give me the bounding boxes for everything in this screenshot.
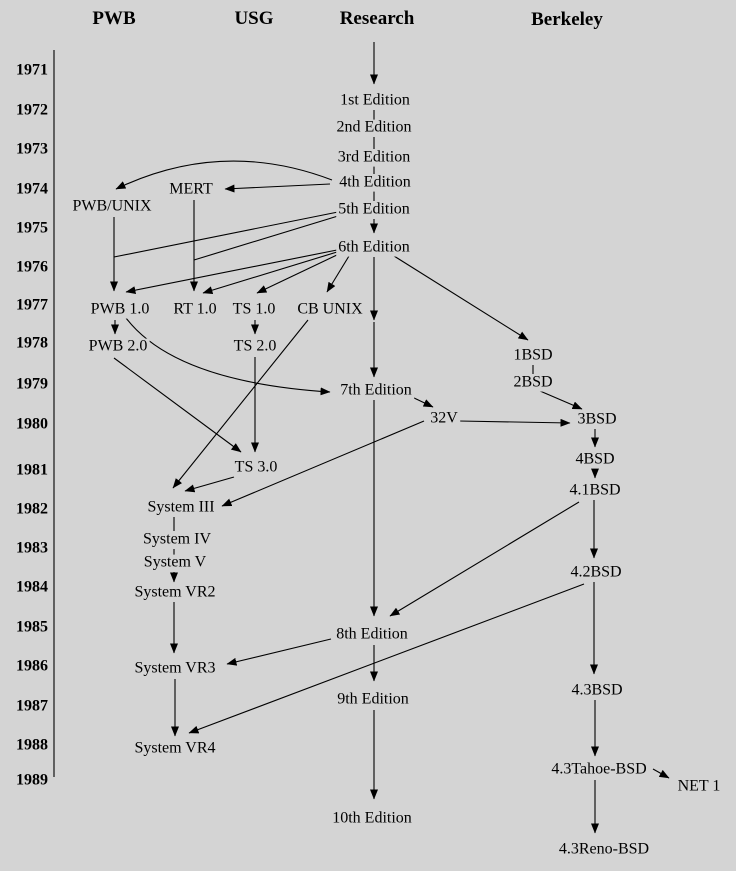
node-5th-edition: 5th Edition bbox=[336, 200, 412, 219]
year-1987: 1987 bbox=[6, 698, 48, 716]
node-10th-edition: 10th Edition bbox=[330, 809, 414, 828]
year-1988: 1988 bbox=[6, 737, 48, 755]
edge-8th-edition-to-system-vr3 bbox=[226, 638, 332, 666]
year-1978: 1978 bbox=[6, 335, 48, 353]
node-system-iv: System IV bbox=[141, 530, 213, 549]
node-4-3tahoe-bsd: 4.3Tahoe-BSD bbox=[549, 760, 649, 779]
edge-group bbox=[53, 42, 670, 834]
node-4-3reno-bsd: 4.3Reno-BSD bbox=[556, 840, 652, 859]
edge-6th-edition-to-ts-1-0 bbox=[256, 253, 340, 294]
year-1974: 1974 bbox=[6, 181, 48, 199]
year-1982: 1982 bbox=[6, 501, 48, 519]
edge-5th-edition-to-mert-line bbox=[193, 215, 339, 261]
year-1973: 1973 bbox=[6, 141, 48, 159]
node-4-1bsd: 4.1BSD bbox=[567, 481, 623, 500]
node-8th-edition: 8th Edition bbox=[334, 625, 410, 644]
node-system-v: System V bbox=[141, 553, 209, 572]
column-header-pwb: PWB bbox=[89, 9, 139, 29]
edge-6th-edition-to-cb-unix bbox=[326, 255, 350, 293]
node-system-vr4: System VR4 bbox=[132, 739, 218, 758]
node-system-vr3: System VR3 bbox=[132, 659, 218, 678]
edge-cb-unix-to-system-iii bbox=[172, 319, 309, 489]
edge-4th-edition-to-pwb-unix bbox=[115, 160, 333, 190]
column-header-research: Research bbox=[336, 9, 418, 29]
node-pwb-unix: PWB/UNIX bbox=[70, 197, 154, 216]
node-system-vr2: System VR2 bbox=[132, 583, 218, 602]
edge-5th-edition-to-pwb-unix-line bbox=[113, 211, 339, 258]
node-1bsd: 1BSD bbox=[511, 346, 555, 365]
year-1976: 1976 bbox=[6, 259, 48, 277]
node-7th-edition: 7th Edition bbox=[338, 381, 414, 400]
node-4-2bsd: 4.2BSD bbox=[568, 563, 624, 582]
node-system-iii: System III bbox=[145, 498, 217, 517]
node-pwb-1-0: PWB 1.0 bbox=[88, 300, 152, 319]
node-4bsd: 4BSD bbox=[573, 450, 617, 469]
year-1972: 1972 bbox=[6, 102, 48, 120]
node-6th-edition: 6th Edition bbox=[336, 238, 412, 257]
edge-4-2bsd-to-system-vr4 bbox=[188, 583, 585, 734]
year-1975: 1975 bbox=[6, 220, 48, 238]
node-ts-1-0: TS 1.0 bbox=[230, 300, 278, 319]
year-1979: 1979 bbox=[6, 376, 48, 394]
year-1984: 1984 bbox=[6, 579, 48, 597]
node-2nd-edition: 2nd Edition bbox=[334, 118, 414, 137]
year-1989: 1989 bbox=[6, 772, 48, 790]
edge-4-1bsd-to-8th-edition bbox=[389, 501, 580, 617]
year-1980: 1980 bbox=[6, 416, 48, 434]
node-1st-edition: 1st Edition bbox=[338, 91, 412, 110]
node-rt-1-0: RT 1.0 bbox=[171, 300, 219, 319]
node-2bsd: 2BSD bbox=[511, 373, 555, 392]
edge-6th-edition-to-1bsd bbox=[393, 255, 529, 341]
edge-32v-to-3bsd bbox=[458, 418, 571, 427]
year-1981: 1981 bbox=[6, 462, 48, 480]
edge-2bsd-to-3bsd bbox=[539, 390, 583, 410]
node-mert: MERT bbox=[167, 180, 215, 199]
edge-7th-edition-to-32v bbox=[411, 396, 434, 408]
node-4-3bsd: 4.3BSD bbox=[569, 681, 625, 700]
year-1971: 1971 bbox=[6, 62, 48, 80]
year-1977: 1977 bbox=[6, 297, 48, 315]
edge-4th-edition-to-mert bbox=[224, 183, 331, 193]
edge-6th-edition-to-pwb-1-0 bbox=[125, 249, 338, 295]
node-32v: 32V bbox=[428, 409, 460, 428]
edge-32v-to-system-iii bbox=[221, 420, 425, 507]
edge-pwb-1-0-to-7th-edition bbox=[125, 317, 331, 396]
edge-ts-3-0-to-system-iii bbox=[184, 476, 235, 493]
node-4th-edition: 4th Edition bbox=[337, 173, 413, 192]
year-1986: 1986 bbox=[6, 658, 48, 676]
edge-6th-edition-to-rt-1-0 bbox=[202, 251, 338, 295]
node-3bsd: 3BSD bbox=[575, 410, 619, 429]
edge-pwb-2-0-to-ts-3-0 bbox=[113, 357, 242, 453]
edge-4-3tahoe-bsd-to-net-1 bbox=[652, 768, 670, 779]
column-header-usg: USG bbox=[231, 9, 277, 29]
node-pwb-2-0: PWB 2.0 bbox=[86, 337, 150, 356]
node-net-1: NET 1 bbox=[675, 777, 723, 796]
year-1985: 1985 bbox=[6, 619, 48, 637]
node-3rd-edition: 3rd Edition bbox=[335, 148, 413, 167]
year-1983: 1983 bbox=[6, 540, 48, 558]
column-header-berkeley: Berkeley bbox=[528, 10, 606, 30]
node-cb-unix: CB UNIX bbox=[295, 300, 365, 319]
node-ts-3-0: TS 3.0 bbox=[232, 458, 280, 477]
node-ts-2-0: TS 2.0 bbox=[231, 337, 279, 356]
node-9th-edition: 9th Edition bbox=[335, 690, 411, 709]
